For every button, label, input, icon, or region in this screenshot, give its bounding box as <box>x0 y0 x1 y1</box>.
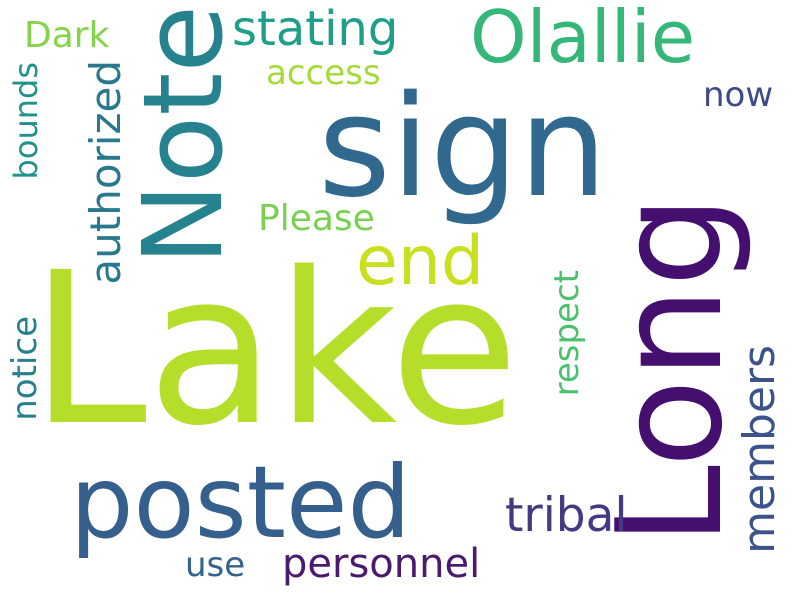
word-please: Please <box>258 198 375 239</box>
word-bounds: bounds <box>7 62 45 180</box>
word-olallie: Olallie <box>470 0 696 79</box>
word-sign: sign <box>318 66 608 229</box>
word-members: members <box>734 345 785 554</box>
word-dark: Dark <box>24 15 110 56</box>
word-use: use <box>185 545 246 585</box>
word-posted: posted <box>70 444 411 561</box>
word-stating: stating <box>232 1 399 57</box>
word-notice: notice <box>5 316 45 421</box>
word-tribal: tribal <box>505 488 628 543</box>
word-note: Note <box>119 5 247 266</box>
word-authorized: authorized <box>81 60 130 285</box>
word-access: access <box>266 53 381 93</box>
word-lake: Lake <box>30 227 520 472</box>
word-respect: respect <box>547 270 587 397</box>
word-personnel: personnel <box>282 541 481 587</box>
word-end: end <box>356 222 485 301</box>
word-now: now <box>703 75 774 115</box>
